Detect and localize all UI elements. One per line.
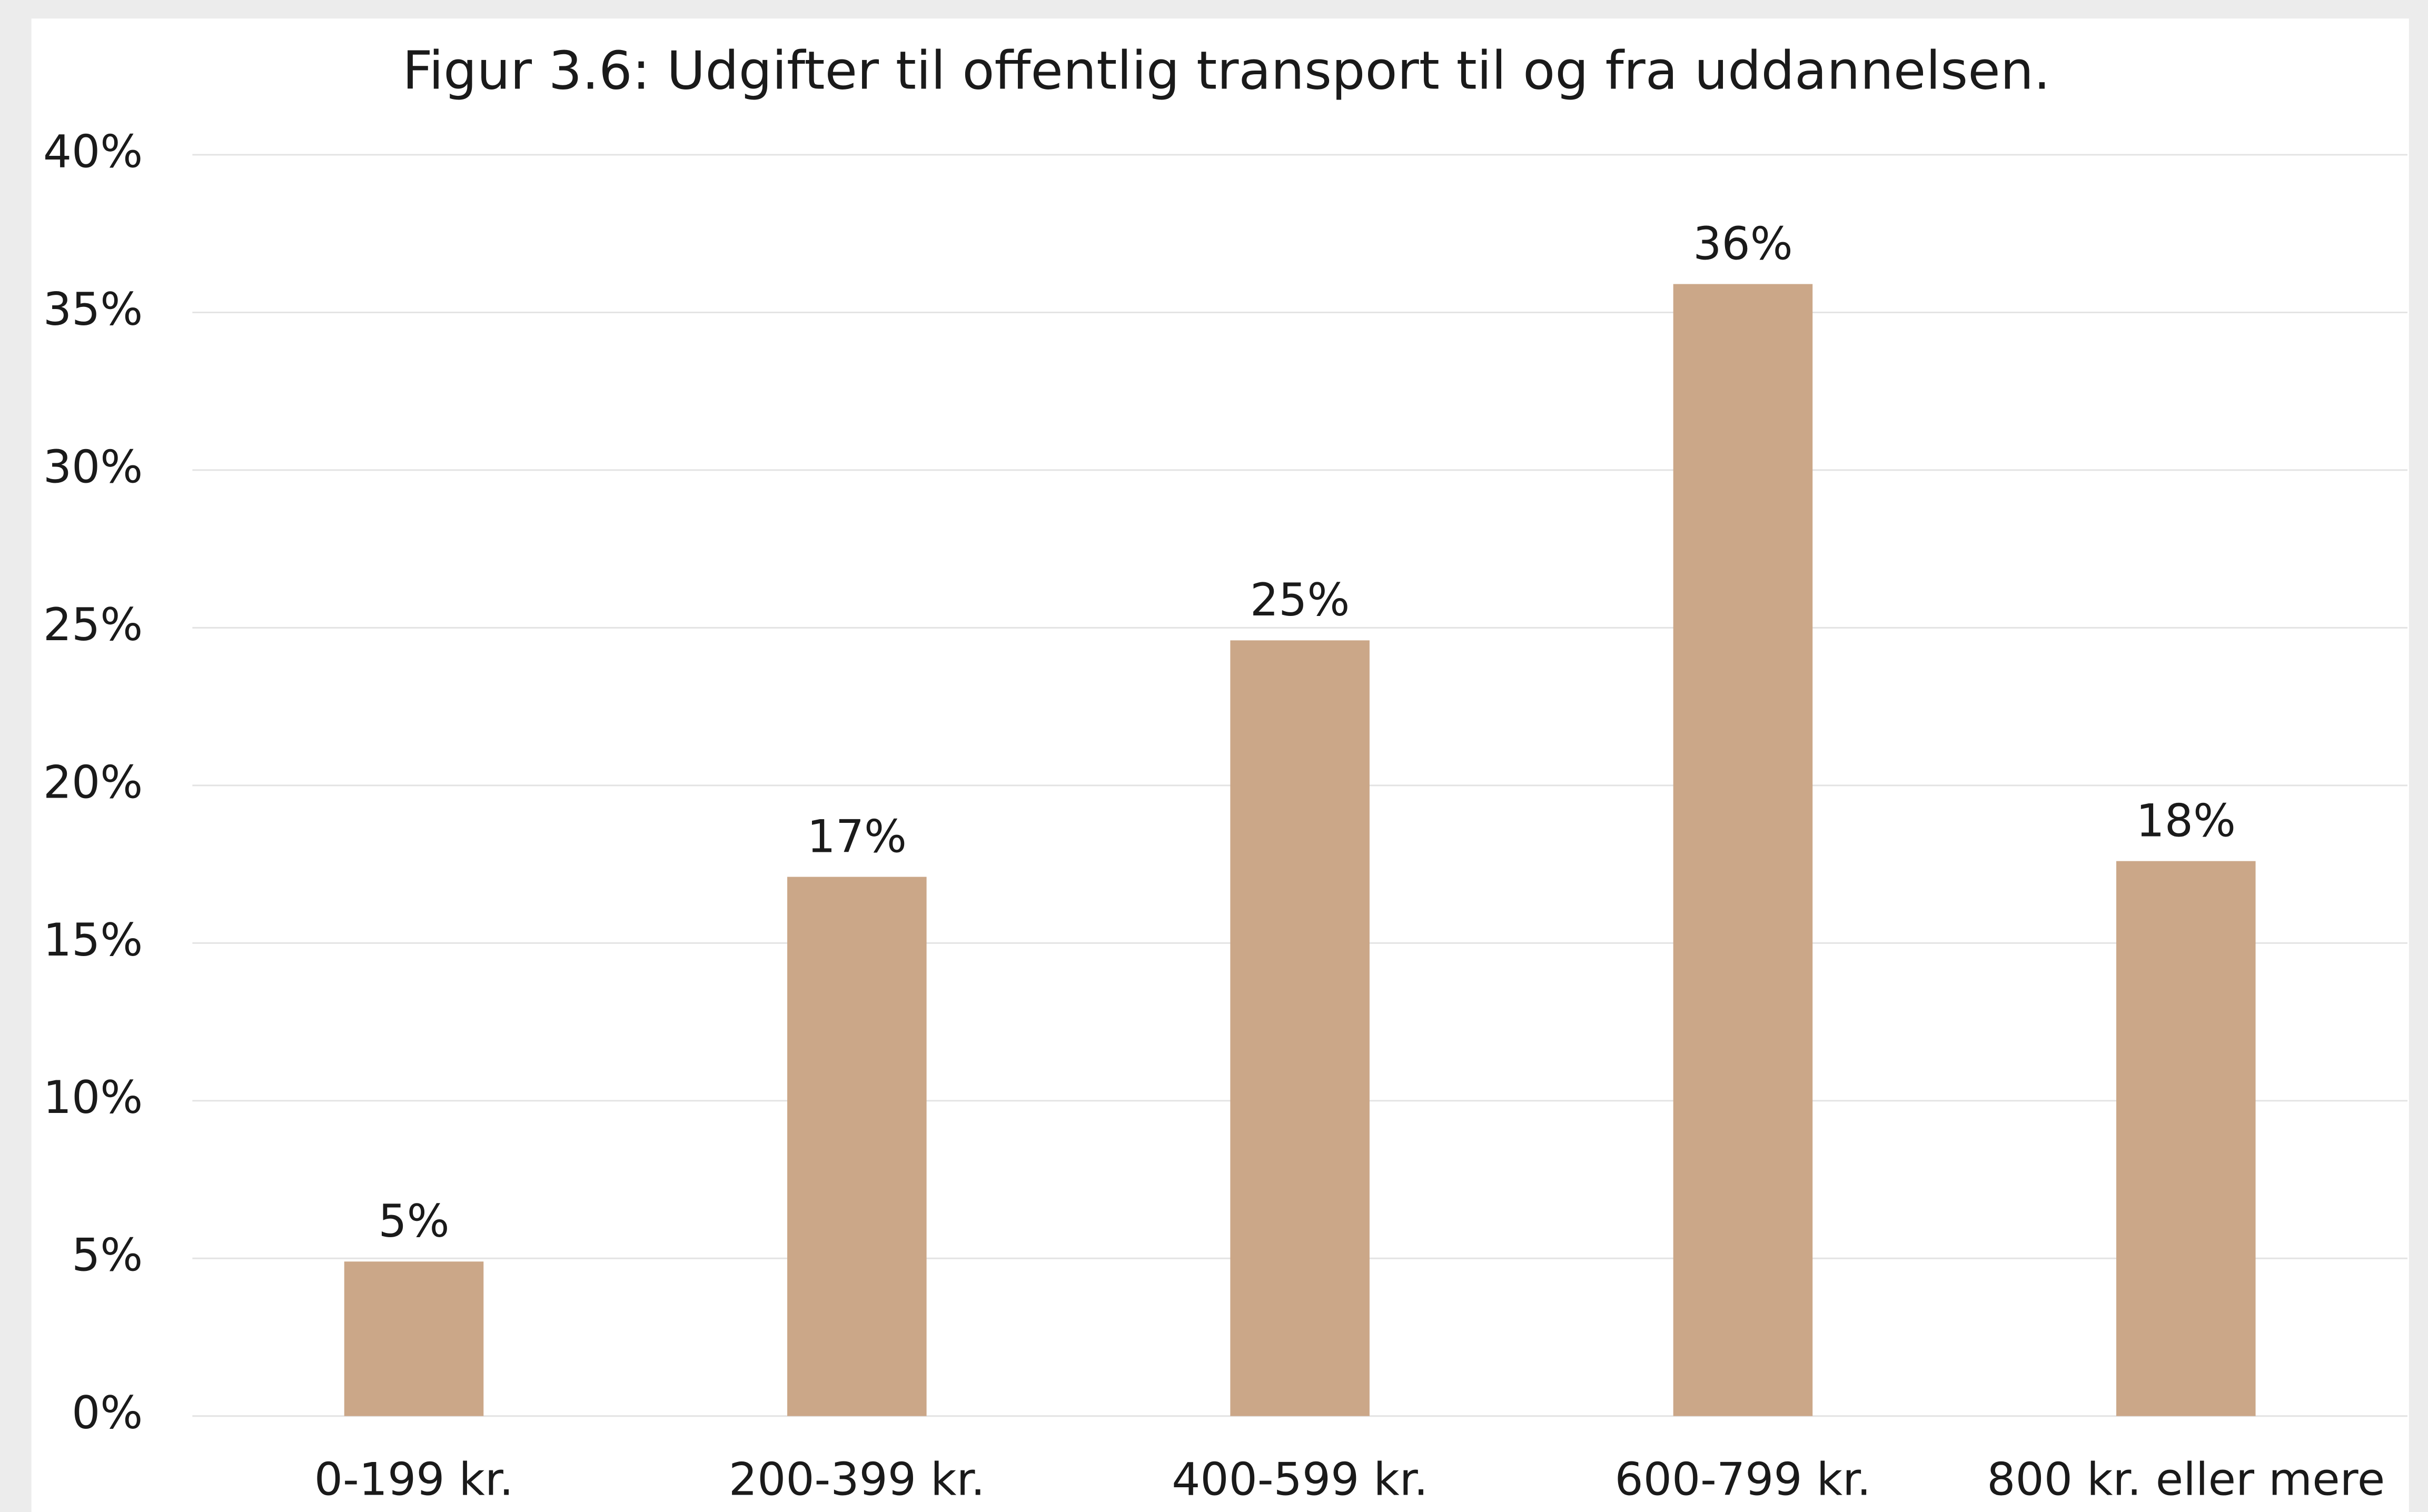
data-label: 5% <box>378 1196 449 1248</box>
data-label: 17% <box>807 811 907 863</box>
bar <box>2116 861 2256 1416</box>
x-tick-label: 600-799 kr. <box>1615 1454 1871 1506</box>
y-tick-label: 10% <box>43 1072 143 1124</box>
y-tick-label: 30% <box>43 441 143 493</box>
data-label: 18% <box>2136 795 2236 847</box>
x-tick-label: 800 kr. eller mere <box>1987 1454 2385 1506</box>
bar <box>787 877 927 1416</box>
bar <box>1230 640 1370 1416</box>
data-label: 36% <box>1693 218 1792 270</box>
chart-title: Figur 3.6: Udgifter til offentlig transp… <box>402 39 2050 101</box>
bar <box>1673 284 1813 1416</box>
bar <box>344 1261 484 1416</box>
y-tick-label: 20% <box>43 757 143 809</box>
y-tick-label: 40% <box>43 126 143 178</box>
y-tick-label: 25% <box>43 599 143 651</box>
data-label: 25% <box>1250 574 1350 626</box>
y-tick-label: 35% <box>43 284 143 336</box>
x-tick-label: 0-199 kr. <box>314 1454 513 1506</box>
y-tick-label: 0% <box>72 1387 143 1439</box>
x-tick-label: 400-599 kr. <box>1172 1454 1428 1506</box>
x-tick-label: 200-399 kr. <box>729 1454 985 1506</box>
y-tick-label: 5% <box>72 1230 143 1282</box>
y-tick-label: 15% <box>43 914 143 967</box>
